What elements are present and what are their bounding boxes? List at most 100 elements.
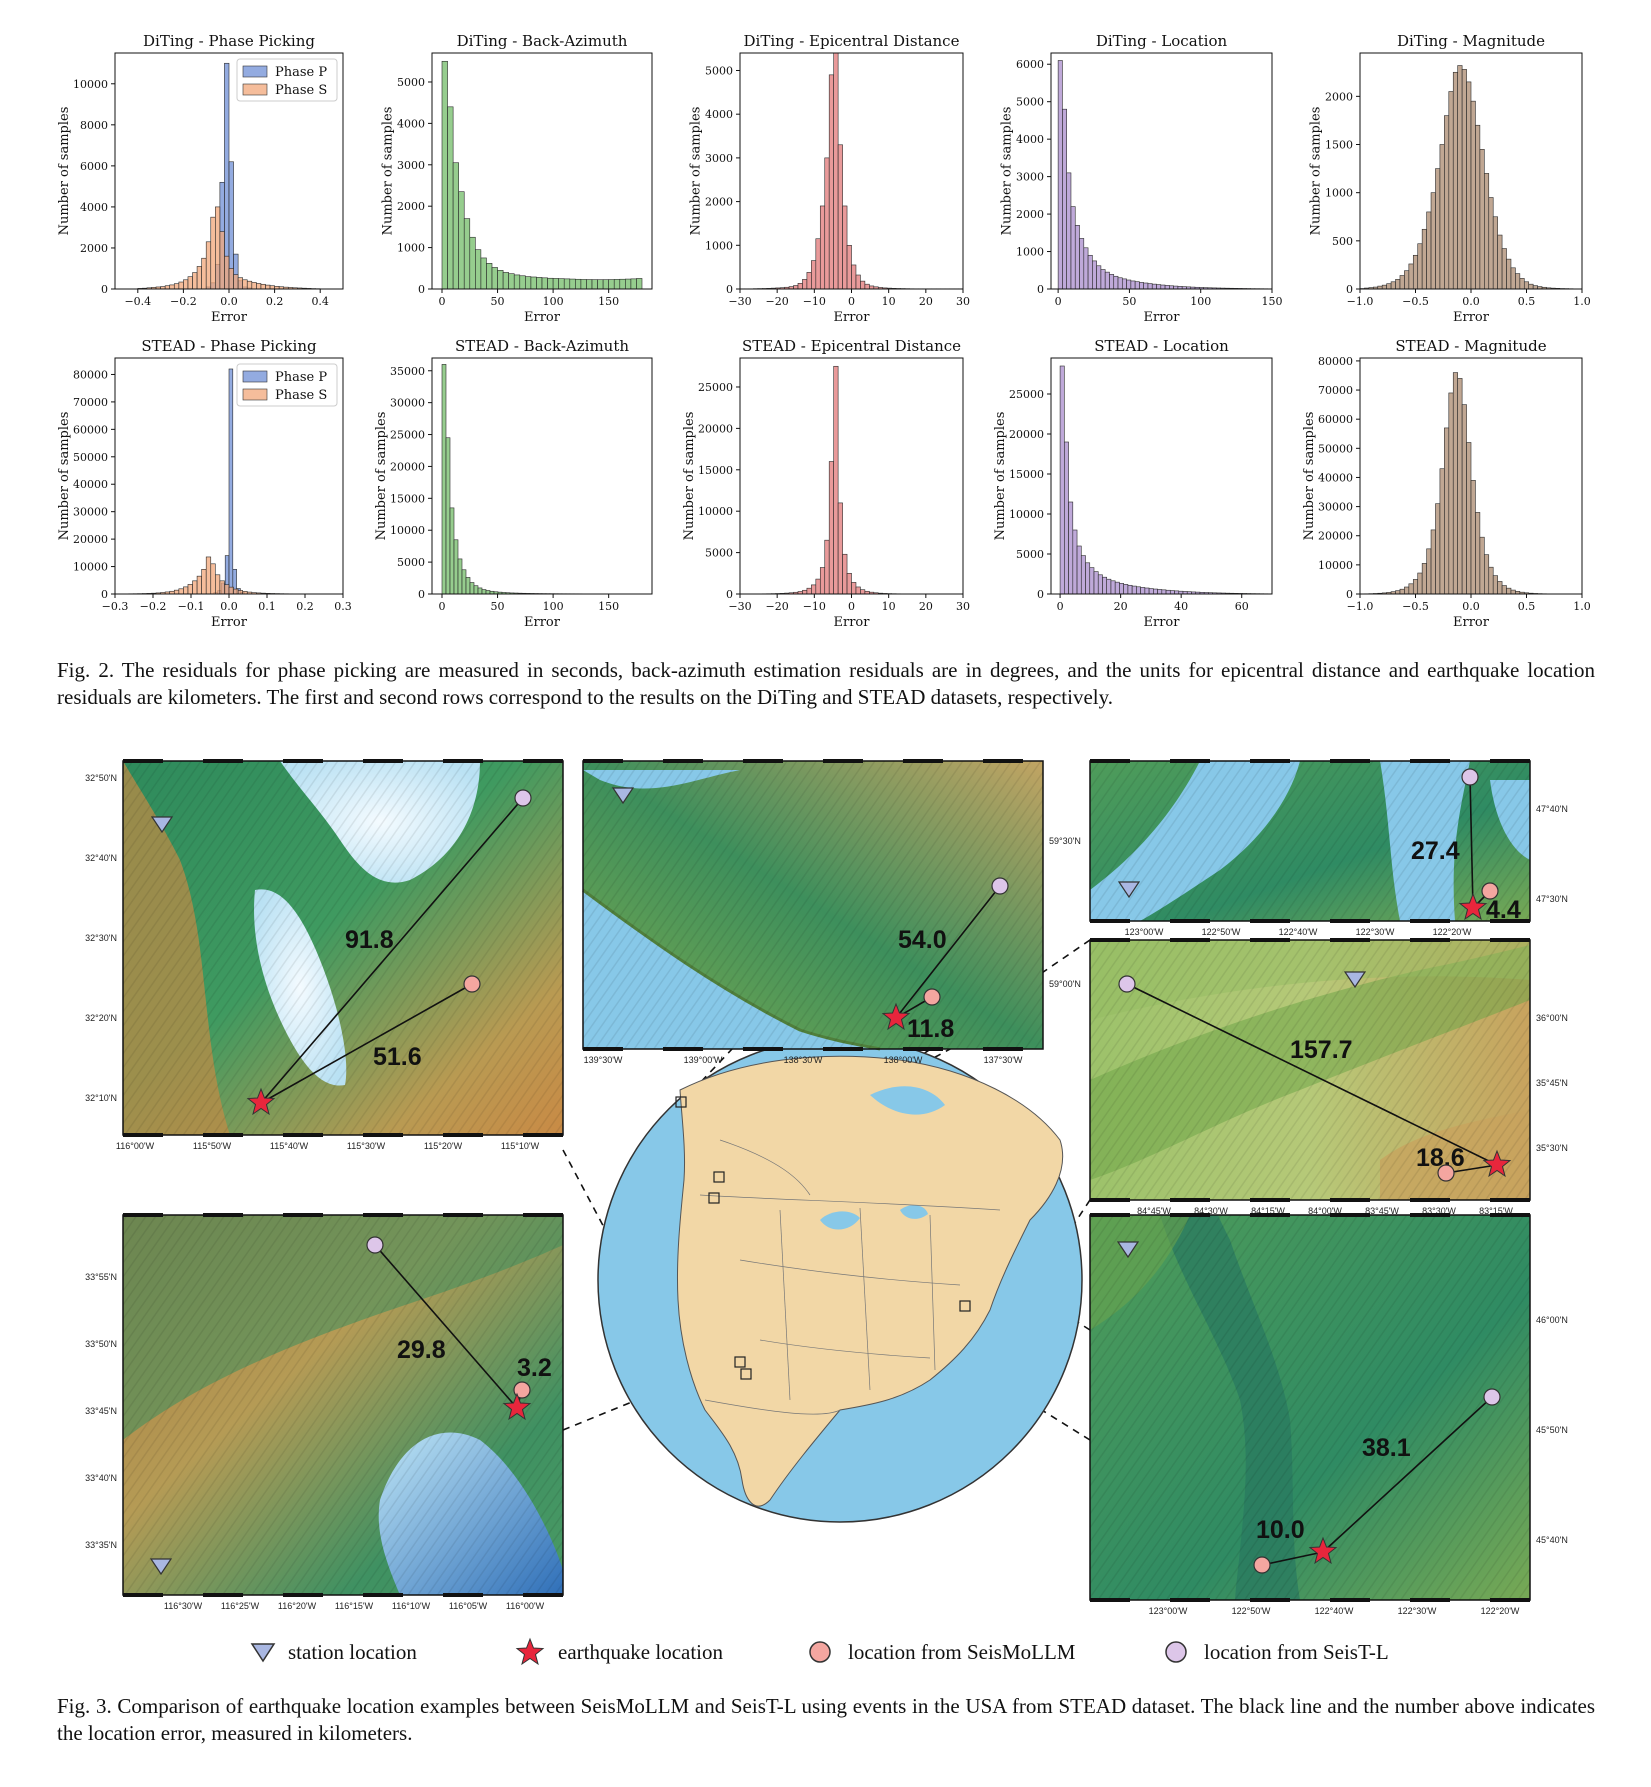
- histogram-bar: [1430, 192, 1436, 290]
- svg-text:122°20'W: 122°20'W: [1481, 1606, 1520, 1616]
- figure-2-caption: Fig. 2. The residuals for phase picking …: [57, 658, 1595, 709]
- histogram-bar: [1412, 254, 1419, 290]
- histogram-bar: [1452, 372, 1458, 595]
- panel-title: STEAD - Back-Azimuth: [455, 337, 629, 355]
- y-tick-label: 20000: [73, 533, 108, 546]
- histogram-bar: [806, 587, 812, 595]
- svg-text:33°35'N: 33°35'N: [85, 1540, 117, 1550]
- svg-text:116°00'W: 116°00'W: [506, 1601, 545, 1611]
- histogram-bar: [842, 553, 848, 595]
- legend-entry: Phase P: [275, 370, 327, 385]
- x-axis-label: Error: [1144, 310, 1181, 325]
- histogram-bar: [1113, 275, 1119, 290]
- map-alaska: 54.0 11.8 59°30'N 59°00'N 139°30'W 139°0…: [582, 759, 1081, 1065]
- histogram-bar: [228, 368, 234, 595]
- map-salton: 91.8 51.6 32°50'N 32°40'N 32°30'N 32°20'…: [85, 759, 564, 1151]
- seismollm-circle-icon: [923, 988, 941, 1006]
- map-riverside-error-seismollm: 3.2: [517, 1354, 552, 1382]
- x-tick-label: 10: [882, 295, 896, 308]
- x-tick-label: 60: [1235, 600, 1249, 613]
- y-tick-label: 0: [726, 588, 733, 601]
- histogram-bar: [1475, 124, 1481, 290]
- histogram-bar: [1532, 285, 1538, 290]
- histogram-bar: [1080, 555, 1086, 595]
- x-tick-label: 0.0: [220, 600, 238, 613]
- x-tick-label: −1.0: [1347, 295, 1374, 308]
- seismollm-circle-icon: [1253, 1556, 1271, 1574]
- x-tick-label: 1.0: [1573, 295, 1591, 308]
- y-tick-label: 10000: [73, 561, 108, 574]
- histogram-bar: [1126, 279, 1132, 290]
- svg-text:115°20'W: 115°20'W: [424, 1141, 463, 1151]
- histogram-bar: [228, 268, 234, 290]
- x-axis-label: Error: [1144, 615, 1181, 630]
- histogram-bar: [205, 556, 212, 595]
- station-triangle-icon: [1116, 1241, 1140, 1259]
- x-tick-label: 150: [598, 600, 619, 613]
- histogram-bar: [237, 277, 243, 290]
- histogram-bar: [837, 502, 843, 595]
- histogram-bar: [457, 558, 463, 595]
- histogram-bar: [210, 563, 216, 595]
- y-tick-label: 60000: [1318, 413, 1353, 426]
- earthquake-star-icon: [246, 1087, 276, 1116]
- histogram-bar: [452, 162, 459, 290]
- histogram-bar: [1448, 392, 1454, 595]
- plot-frame: [431, 357, 653, 595]
- histogram-bar: [1119, 583, 1124, 595]
- map-legend: station location earthquake location loc…: [250, 1637, 1389, 1666]
- histogram-bar: [224, 255, 230, 290]
- x-tick-label: −0.1: [178, 600, 205, 613]
- histogram-bar: [196, 575, 202, 595]
- plot-frame: [1050, 52, 1273, 290]
- svg-text:33°45'N: 33°45'N: [85, 1406, 117, 1416]
- histogram-bar: [1144, 587, 1150, 595]
- x-tick-label: 30: [956, 600, 970, 613]
- x-tick-label: 0.5: [1518, 600, 1536, 613]
- svg-text:123°00'W: 123°00'W: [1149, 1606, 1188, 1616]
- histogram-bar: [1395, 590, 1401, 595]
- y-tick-label: 10000: [1318, 559, 1353, 572]
- map-puget-error-seist: 27.4: [1411, 837, 1460, 865]
- svg-text:123°00'W: 123°00'W: [1125, 927, 1164, 937]
- seist-circle-icon: [366, 1236, 384, 1254]
- svg-text:32°20'N: 32°20'N: [85, 1013, 117, 1023]
- histogram-bar: [1457, 378, 1463, 595]
- histogram-bar: [205, 241, 212, 290]
- histogram-bar: [1430, 529, 1436, 595]
- y-tick-label: 2000: [80, 242, 108, 255]
- histogram-bar: [183, 586, 189, 595]
- histogram-bar: [1066, 172, 1072, 290]
- y-tick-label: 1000: [397, 242, 425, 255]
- histogram-bar: [201, 257, 207, 290]
- histogram-bar: [1484, 173, 1490, 290]
- y-tick-label: 5000: [397, 76, 425, 89]
- svg-text:32°10'N: 32°10'N: [85, 1093, 117, 1103]
- histogram-bar: [1131, 585, 1137, 595]
- svg-text:36°00'N: 36°00'N: [1536, 1013, 1568, 1023]
- histogram-bar: [569, 278, 576, 290]
- histogram-bar: [215, 206, 221, 290]
- histogram-bar: [1466, 81, 1472, 290]
- histogram-bar: [586, 279, 593, 290]
- histogram-bar: [1426, 211, 1432, 290]
- y-axis-label: Number of samples: [993, 412, 1008, 541]
- y-tick-label: 1000: [705, 239, 733, 252]
- y-tick-label: 30000: [73, 506, 108, 519]
- histogram-bar: [552, 278, 559, 290]
- histogram-bar: [1515, 273, 1521, 290]
- map-tennessee-error-seist: 157.7: [1290, 1036, 1353, 1064]
- histogram-bar: [824, 157, 830, 290]
- histogram-bar: [224, 584, 230, 595]
- histogram-bar: [1435, 168, 1441, 290]
- histogram-bar: [178, 281, 184, 290]
- y-axis-label: Number of samples: [1309, 107, 1324, 236]
- histogram-bar: [469, 236, 476, 290]
- histogram-bar: [1492, 216, 1498, 290]
- svg-text:83°30'W: 83°30'W: [1422, 1206, 1456, 1216]
- histogram-bar: [1096, 265, 1102, 290]
- histogram-bar: [851, 264, 857, 290]
- legend-seist-label: location from SeisT-L: [1204, 1640, 1389, 1664]
- histogram-bar: [1151, 283, 1157, 290]
- histogram-bar: [265, 284, 271, 290]
